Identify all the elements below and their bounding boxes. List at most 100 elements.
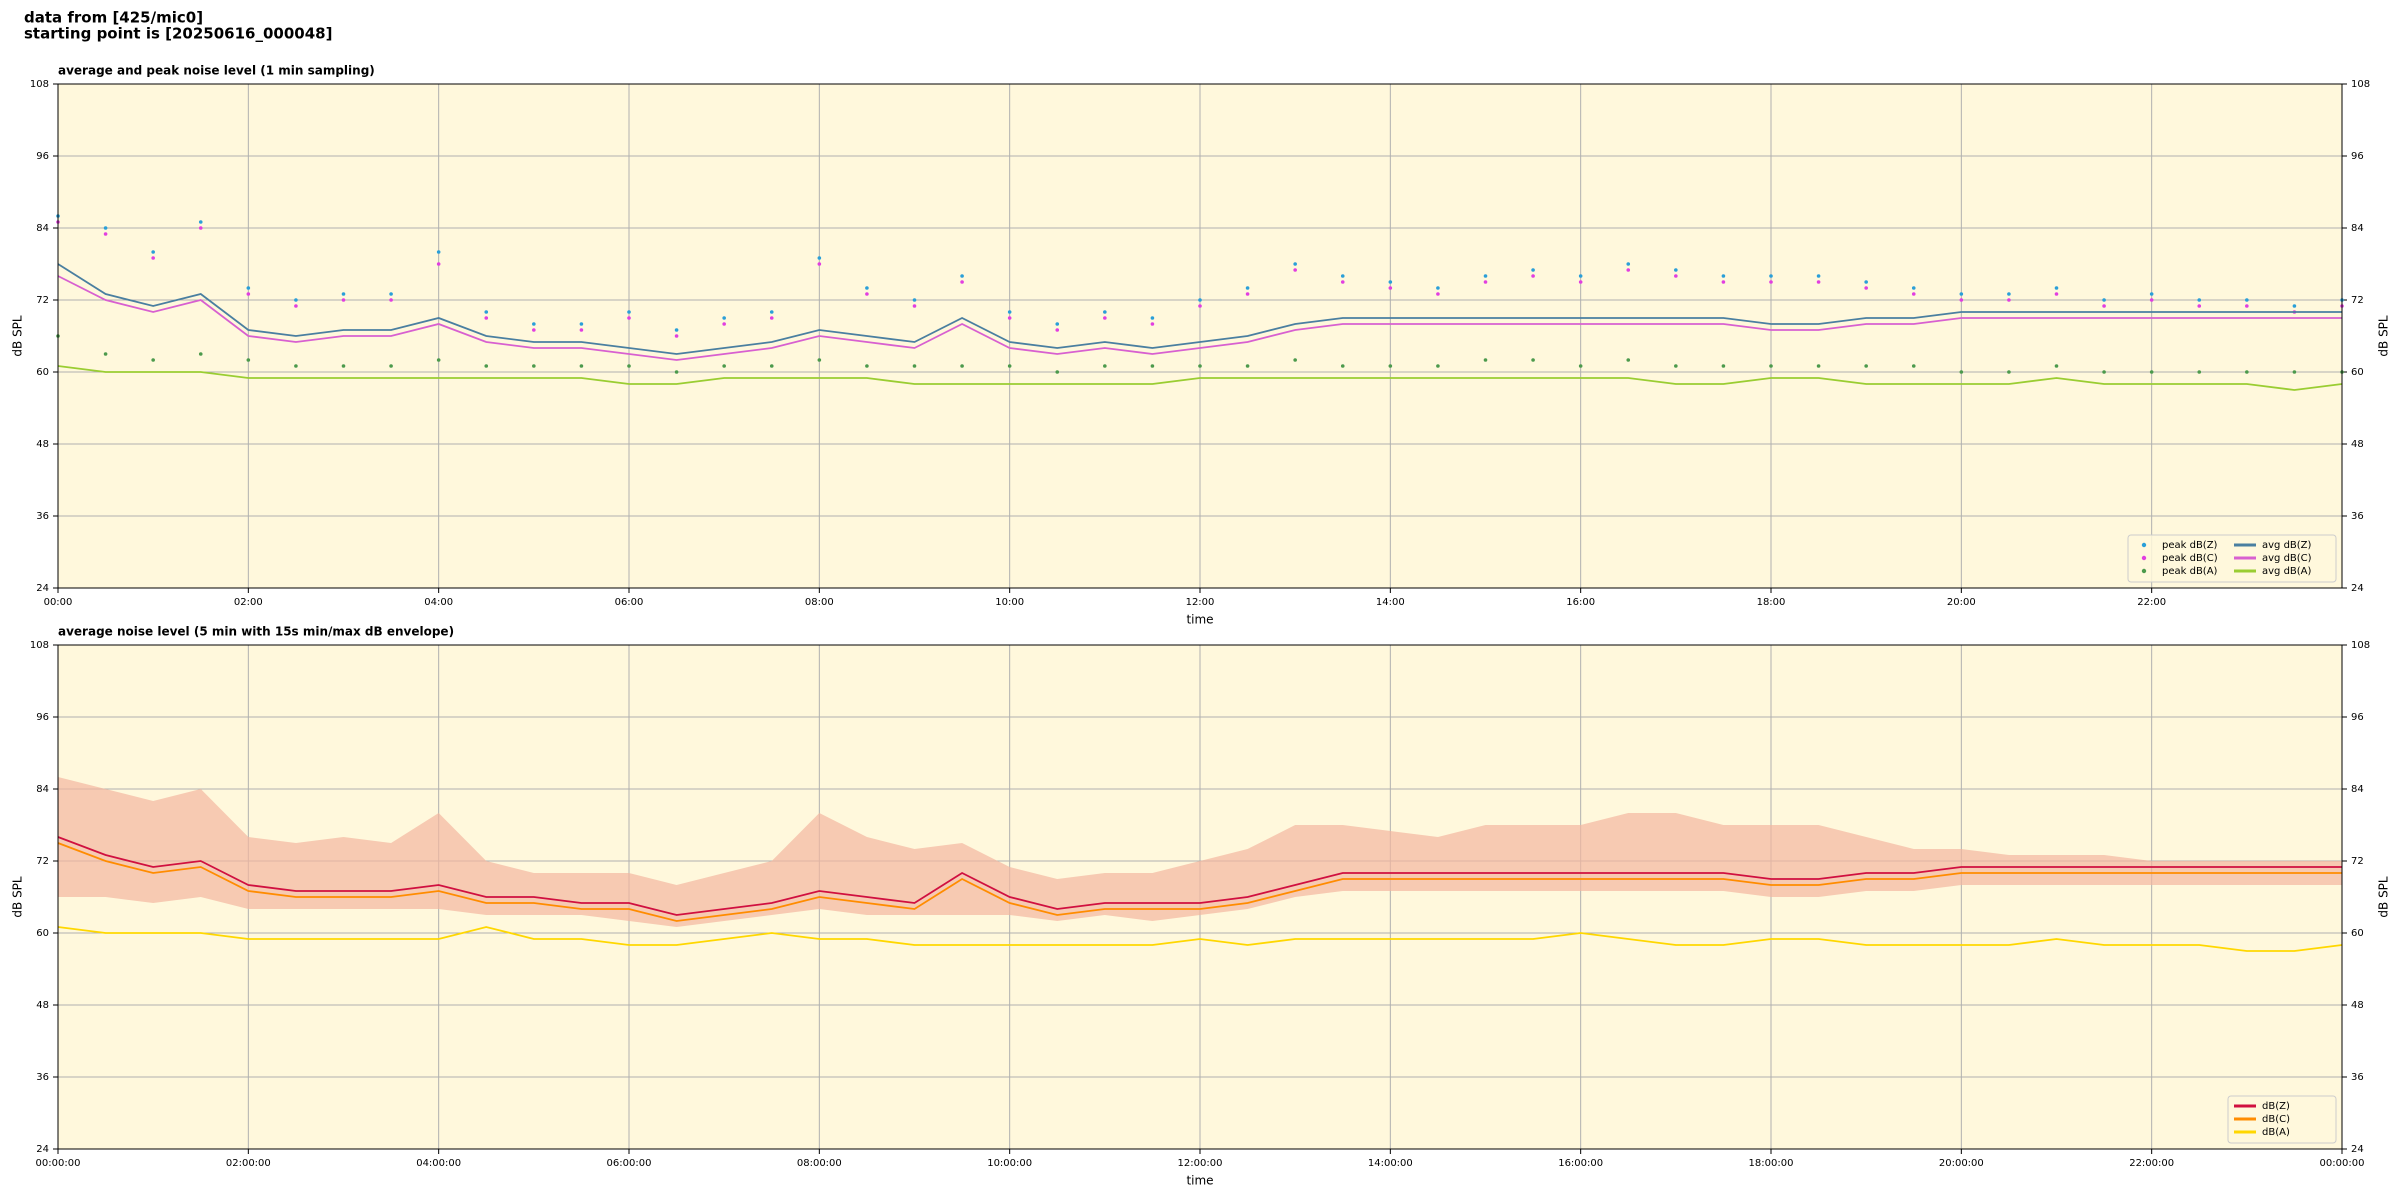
peak-point — [1816, 274, 1821, 278]
peak-point — [1864, 364, 1868, 368]
x-tick-label: 18:00 — [1757, 597, 1786, 608]
peak-point — [912, 364, 917, 368]
peak-point — [1531, 274, 1535, 278]
peak-point — [1483, 274, 1488, 278]
y-tick-label: 72 — [36, 856, 49, 867]
peak-point — [1483, 280, 1488, 284]
y-tick-label: 108 — [30, 79, 49, 90]
y-axis-label: dB SPL — [2377, 876, 2391, 918]
peak-point — [2197, 370, 2202, 374]
envelope — [58, 777, 2342, 927]
x-tick-label: 22:00:00 — [2129, 1158, 2174, 1169]
peak-point — [722, 322, 726, 326]
peak-point — [1626, 358, 1631, 362]
legend-box — [2127, 534, 2337, 583]
peak-point — [1436, 292, 1440, 296]
y-tick-label: 48 — [36, 439, 49, 450]
legend: dB(Z) dB(C) dB(A) — [2227, 1095, 2337, 1144]
x-tick-label: 04:00 — [424, 597, 453, 608]
peak-point — [341, 292, 346, 296]
peak-point — [1531, 268, 1535, 272]
legend-label: dB(A) — [2262, 1127, 2290, 1138]
peak-point — [436, 358, 441, 362]
peak-point — [1626, 268, 1631, 272]
peak-point — [1198, 304, 1202, 308]
y2-tick-label: 108 — [2351, 640, 2370, 651]
peak-point — [1721, 280, 1726, 284]
peak-point — [1007, 316, 1012, 320]
peak-point — [246, 292, 251, 296]
y2-tick-label: 72 — [2351, 856, 2364, 867]
peak-point — [1055, 328, 1060, 332]
peak-point — [1007, 364, 1012, 368]
peak-point — [1864, 286, 1868, 290]
legend-label: dB(Z) — [2262, 1101, 2290, 1112]
peak-point — [389, 292, 393, 296]
x-tick-label: 06:00 — [615, 597, 644, 608]
legend-label: avg dB(C) — [2262, 553, 2312, 564]
peak-point — [2054, 286, 2059, 290]
peak-point — [2102, 298, 2106, 302]
y-tick-label: 96 — [36, 151, 49, 162]
peak-point — [627, 310, 631, 314]
y2-tick-label: 24 — [2351, 583, 2364, 594]
peak-point — [484, 310, 489, 314]
x-tick-label: 20:00 — [1947, 597, 1976, 608]
x-tick-label: 20:00:00 — [1939, 1158, 1984, 1169]
peak-point — [2245, 304, 2249, 308]
peak-point — [1816, 280, 1821, 284]
legend-marker — [2141, 555, 2147, 561]
peak-point — [1340, 364, 1345, 368]
y-axis-label: dB SPL — [11, 876, 25, 918]
peak-point — [2007, 370, 2011, 374]
peak-point — [532, 328, 536, 332]
peak-point — [246, 286, 251, 290]
peak-point — [1150, 364, 1155, 368]
peak-point — [1245, 364, 1250, 368]
peak-point — [1578, 274, 1583, 278]
x-tick-label: 14:00:00 — [1368, 1158, 1413, 1169]
x-tick-label: 08:00 — [805, 597, 834, 608]
peak-point — [294, 364, 298, 368]
y2-tick-label: 36 — [2351, 1072, 2364, 1083]
peak-point — [1959, 370, 1964, 374]
peak-point — [1911, 292, 1916, 296]
y2-tick-label: 48 — [2351, 439, 2364, 450]
y2-tick-label: 60 — [2351, 367, 2364, 378]
peak-point — [579, 364, 584, 368]
peak-point — [1911, 364, 1916, 368]
peak-point — [865, 364, 869, 368]
legend-label: peak dB(A) — [2162, 566, 2218, 577]
peak-point — [1436, 286, 1440, 290]
y-tick-label: 60 — [36, 928, 49, 939]
peak-point — [151, 256, 155, 260]
peak-point — [2292, 304, 2297, 308]
x-tick-label: 14:00 — [1376, 597, 1405, 608]
series-line — [57, 842, 2342, 922]
y-tick-label: 36 — [36, 511, 49, 522]
peak-point — [436, 262, 441, 266]
peak-point — [103, 232, 108, 236]
legend-label: peak dB(C) — [2162, 553, 2218, 564]
peak-point — [1816, 364, 1821, 368]
peak-point — [2007, 298, 2011, 302]
x-tick-label: 02:00:00 — [226, 1158, 271, 1169]
peak-point — [341, 364, 346, 368]
peak-point — [2197, 298, 2202, 302]
series-line — [57, 275, 2342, 361]
y-tick-label: 24 — [36, 1144, 49, 1155]
legend-label: avg dB(Z) — [2262, 540, 2312, 551]
peak-point — [769, 310, 774, 314]
peak-point — [627, 316, 631, 320]
y-tick-label: 24 — [36, 583, 49, 594]
x-tick-label: 10:00 — [995, 597, 1024, 608]
peak-point — [865, 292, 869, 296]
y2-tick-label: 84 — [2351, 784, 2364, 795]
peak-point — [1340, 274, 1345, 278]
peak-point — [103, 226, 108, 230]
peak-point — [1721, 274, 1726, 278]
y-tick-label: 96 — [36, 712, 49, 723]
chart: average and peak noise level (1 min samp… — [11, 64, 2391, 627]
x-axis-label: time — [1186, 1174, 1213, 1188]
